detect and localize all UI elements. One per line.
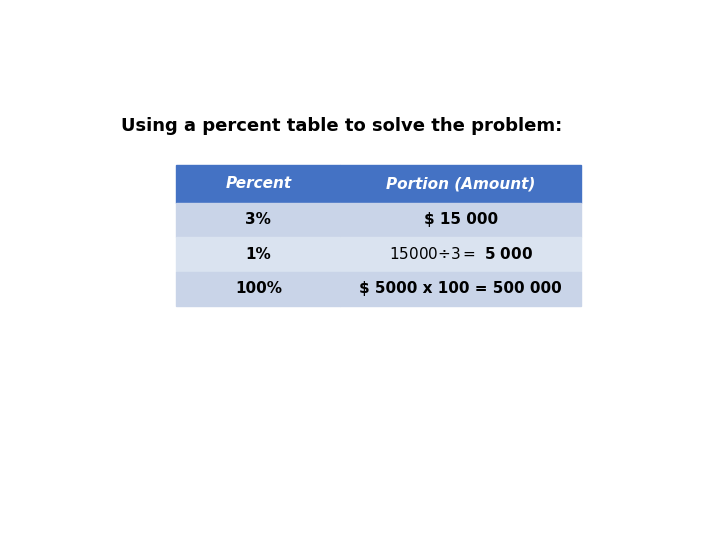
Text: Percent: Percent — [225, 176, 292, 191]
Text: $ 15 000: $ 15 000 — [423, 212, 498, 227]
Text: 3%: 3% — [246, 212, 271, 227]
FancyBboxPatch shape — [176, 237, 341, 272]
FancyBboxPatch shape — [341, 237, 581, 272]
FancyBboxPatch shape — [341, 272, 581, 306]
Text: $ 15 000÷3  =  $ 5 000: $ 15 000÷3 = $ 5 000 — [389, 246, 533, 262]
FancyBboxPatch shape — [176, 272, 341, 306]
Text: $ 5000 x 100 = 500 000: $ 5000 x 100 = 500 000 — [359, 281, 562, 296]
Text: Using a percent table to solve the problem:: Using a percent table to solve the probl… — [121, 117, 562, 135]
FancyBboxPatch shape — [341, 202, 581, 237]
Text: 1%: 1% — [246, 247, 271, 262]
Text: 100%: 100% — [235, 281, 282, 296]
FancyBboxPatch shape — [176, 165, 341, 202]
Text: Portion (Amount): Portion (Amount) — [386, 176, 536, 191]
FancyBboxPatch shape — [341, 165, 581, 202]
FancyBboxPatch shape — [176, 202, 341, 237]
